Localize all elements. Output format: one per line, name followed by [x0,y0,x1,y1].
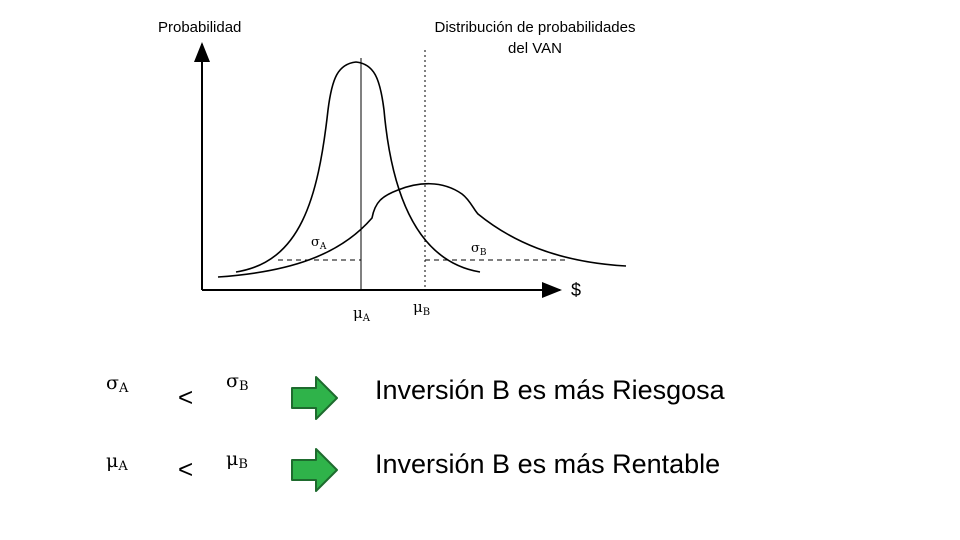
sigma-b-label: σB [471,241,487,258]
x-axis-label: $ [571,280,581,300]
sigma-a-label: σA [311,235,327,252]
mu-a-symbol: μA [106,450,128,474]
mu-b-label: μB [413,298,430,318]
risk-conclusion-text: Inversión B es más Riesgosa [375,375,725,405]
distribution-curve-b [217,182,627,278]
distribution-curve-a [235,61,481,273]
sigma-a-symbol: σA [106,372,129,396]
mu-b-symbol: μB [226,448,248,472]
mu-a-label: μA [353,304,371,324]
diagram-title-line1: Distribución de probabilidades [435,19,636,36]
conclusion-row-risk: σA < σB Inversión B es más Riesgosa [0,372,960,432]
return-conclusion-text: Inversión B es más Rentable [375,449,721,479]
diagram-title-line2: del VAN [508,40,562,57]
right-arrow-icon [291,448,338,492]
sigma-b-symbol: σB [226,370,249,394]
less-than-operator: < [178,454,194,484]
y-axis-label: Probabilidad [158,19,241,36]
probability-distribution-diagram: Probabilidad $ Distribución de probabili… [158,19,636,324]
right-arrow-icon [291,376,338,420]
less-than-operator: < [178,382,194,412]
conclusion-row-return: μA < μB Inversión B es más Rentable [0,444,960,504]
